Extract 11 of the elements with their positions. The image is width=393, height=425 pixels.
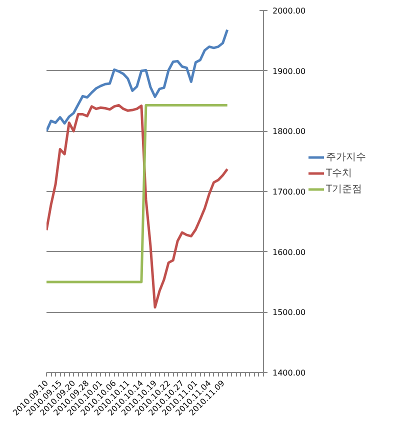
- y-tick-label: 1900.00: [272, 66, 306, 76]
- line-series: [46, 28, 229, 132]
- y-tick-label: 1600.00: [272, 248, 306, 257]
- legend-label: 주가지수: [326, 151, 366, 164]
- y-tick-label: 1400.00: [272, 368, 306, 378]
- y-tick-label: 1700.00: [272, 188, 306, 196]
- legend-label: T기준점: [326, 183, 362, 196]
- y-tick-label: 1800.00: [272, 127, 306, 136]
- legend-label: T수치: [326, 167, 352, 180]
- y-tick-label: 2000.00: [272, 6, 306, 16]
- y-tick-label: 1500.00: [272, 308, 306, 318]
